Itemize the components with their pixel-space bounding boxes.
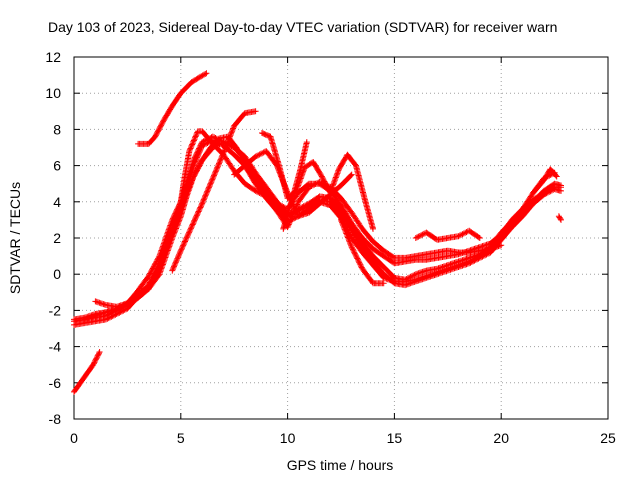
series-arc-7 [92,133,505,310]
x-tick-label: 5 [177,430,185,446]
data-point-markers [530,166,560,196]
data-point-markers [135,70,210,147]
series-arc-14 [530,166,560,196]
data-point-markers [338,216,387,287]
y-tick-label: 4 [53,194,61,210]
y-tick-label: 2 [53,230,61,246]
data-point-markers [81,128,558,323]
series-arc-11 [280,139,310,232]
chart-title: Day 103 of 2023, Sidereal Day-to-day VTE… [48,19,557,35]
y-tick-label: 12 [45,49,61,65]
series-arc-2 [135,70,210,147]
x-tick-label: 25 [600,430,616,446]
data-point-markers [412,227,483,243]
series-arc-13 [412,227,483,243]
series-arc-1 [71,349,103,395]
axis-ticks: 0 5 10 15 20 25 -8 -6 -4 -2 0 2 4 6 8 10 12 [45,49,616,446]
series-arc-15 [555,213,564,223]
y-tick-label: -8 [49,411,62,427]
series-arc-8 [169,108,259,274]
y-tick-label: 8 [53,121,61,137]
data-point-markers [169,108,259,274]
x-tick-label: 20 [493,430,509,446]
data-point-markers [280,139,310,232]
data-point-markers [555,213,564,223]
y-tick-label: -6 [49,375,62,391]
y-tick-label: 0 [53,266,61,282]
y-tick-label: -2 [49,302,62,318]
series-arc-6 [81,128,558,323]
y-axis-label: SDTVAR / TECUs [7,182,23,294]
data-points [71,70,564,395]
x-tick-label: 0 [70,430,78,446]
series-arc-12 [338,216,387,287]
y-tick-label: -4 [49,339,62,355]
data-point-markers [92,133,505,310]
x-tick-label: 15 [387,430,403,446]
y-tick-label: 10 [45,85,61,101]
x-tick-label: 10 [280,430,296,446]
series-arc-3 [71,133,564,325]
y-tick-label: 6 [53,158,61,174]
data-point-markers [71,349,103,395]
x-axis-label: GPS time / hours [287,457,394,473]
data-point-markers [71,133,564,325]
grid [74,57,608,419]
